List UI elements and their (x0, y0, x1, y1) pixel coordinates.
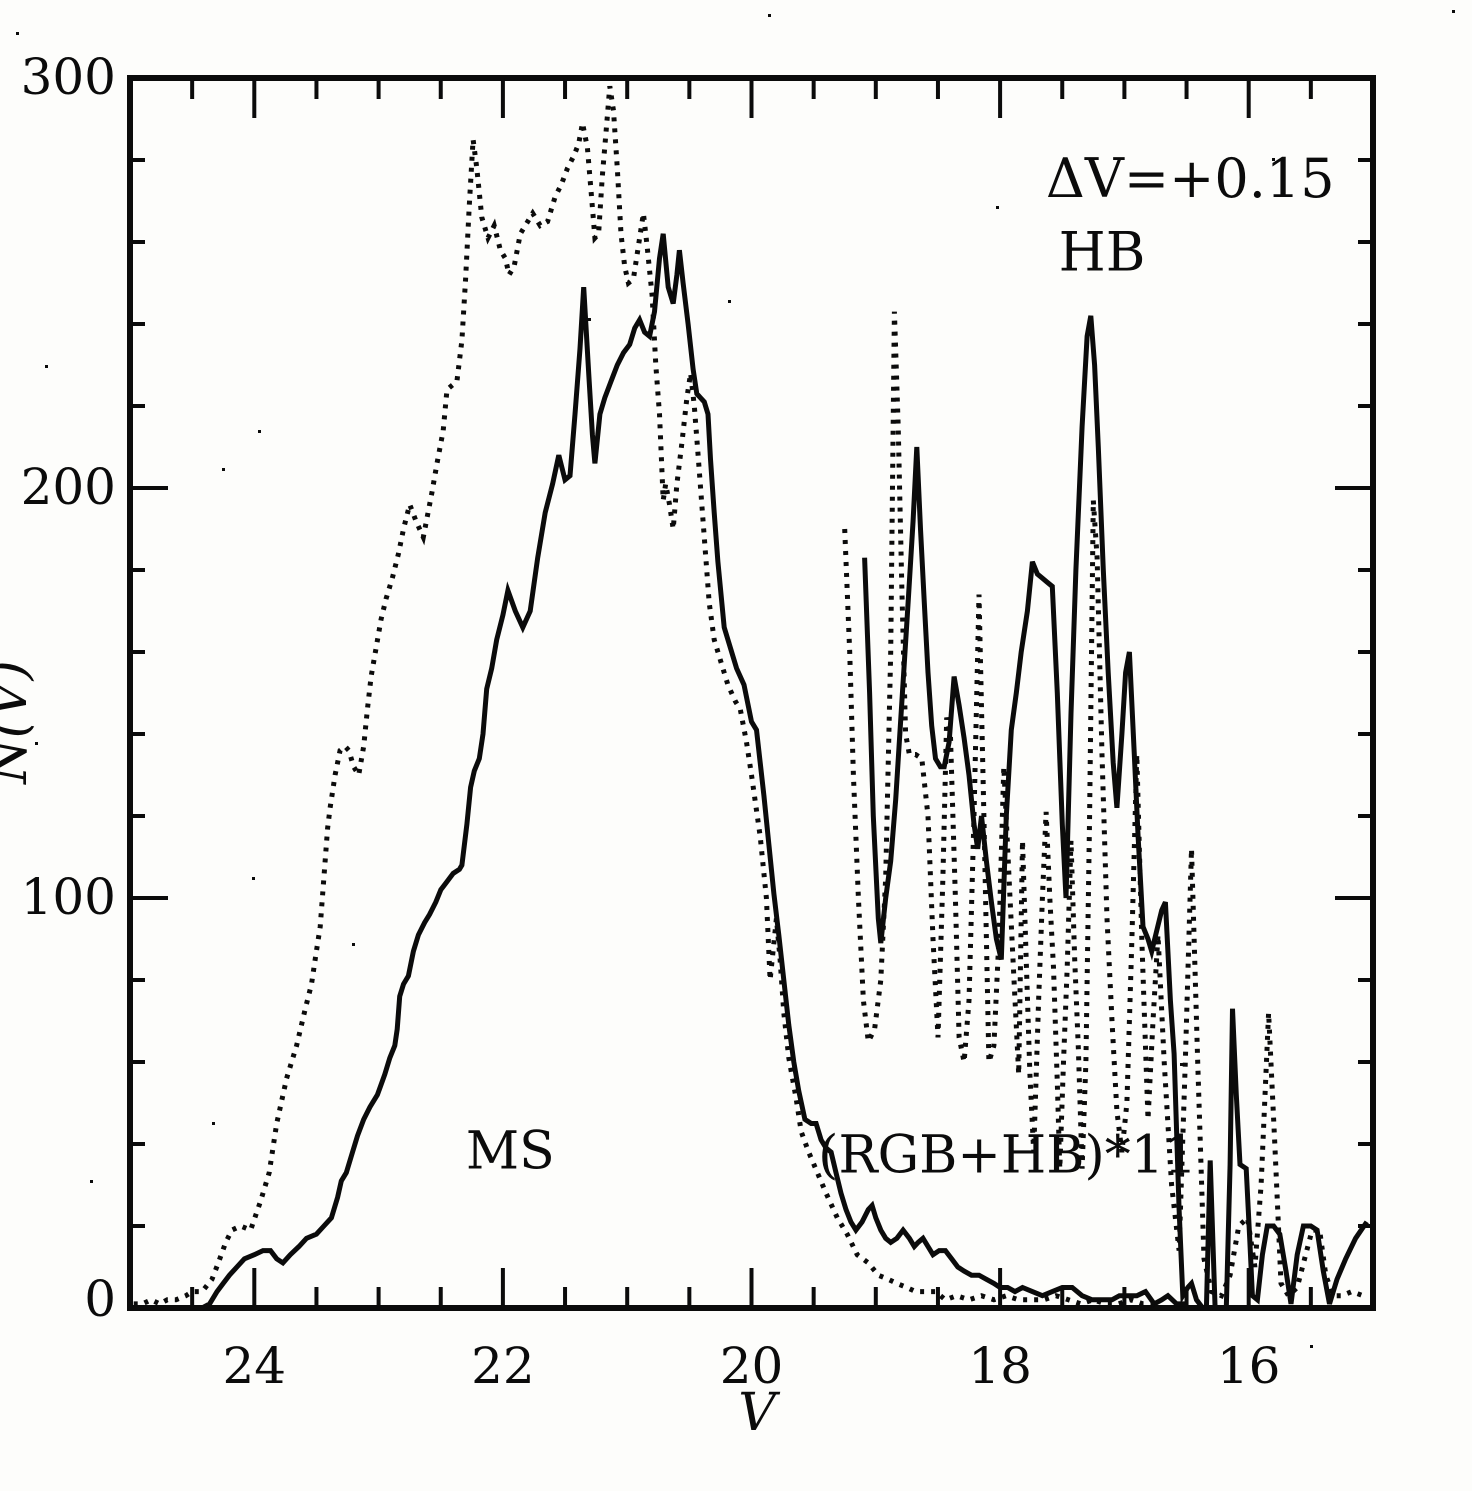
series-ms-dotted[interactable] (133, 85, 1156, 1307)
x-axis-title: V (738, 1383, 780, 1443)
scan-noise-dot (16, 32, 19, 35)
scan-noise-dot (252, 877, 255, 880)
scan-noise-dot (35, 742, 38, 745)
scan-noise-dot (90, 1180, 93, 1183)
x-tick-label: 20 (720, 1337, 784, 1395)
scan-noise-dot (258, 430, 261, 433)
x-tick-label: 18 (968, 1337, 1032, 1395)
scan-noise-dot (996, 206, 999, 209)
series--rgb-hb-11-dotted[interactable] (842, 311, 1364, 1300)
scan-noise-dot (1452, 10, 1455, 13)
x-tick-label: 24 (222, 1337, 286, 1395)
scan-noise-dot (728, 300, 731, 303)
scan-noise-dot (768, 14, 771, 17)
scan-noise-dot (1180, 1063, 1183, 1066)
scan-noise-dot (222, 468, 225, 471)
annotation-hb: HB (1059, 221, 1146, 284)
x-tick-label: 16 (1217, 1337, 1281, 1395)
annotation-ms: MS (466, 1122, 555, 1182)
y-tick-label: 0 (84, 1270, 116, 1328)
scan-noise-dot (1310, 1345, 1313, 1348)
y-tick-label: 300 (21, 48, 116, 106)
plot-frame (127, 75, 1376, 1311)
scan-noise-dot (352, 943, 355, 946)
series-ms-solid[interactable] (179, 233, 1187, 1311)
annotation-delta-v: ΔV=+0.15 (1046, 147, 1335, 210)
scan-noise-dot (1272, 158, 1275, 161)
scan-noise-dot (212, 1122, 215, 1125)
x-tick-label: 22 (471, 1337, 535, 1395)
scan-noise-dot (588, 318, 591, 321)
y-tick-label: 200 (21, 458, 116, 516)
series--rgb-hb-11-solid[interactable] (862, 315, 1369, 1311)
y-tick-label: 100 (21, 868, 116, 926)
annotation-rgb-hb: (RGB+HB)*11 (818, 1126, 1197, 1186)
y-axis-title: N(V) (0, 660, 39, 786)
scan-noise-dot (45, 365, 48, 368)
